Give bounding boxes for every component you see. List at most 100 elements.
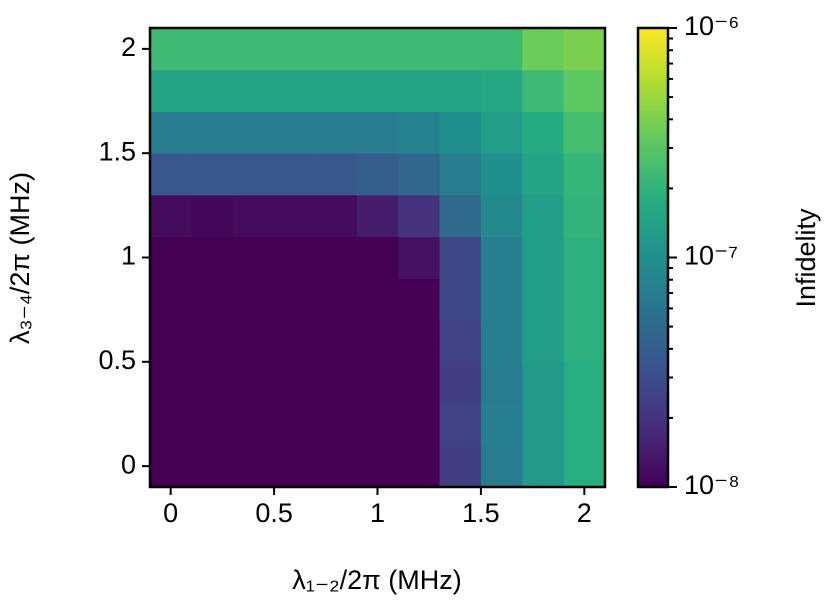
- heatmap-cell: [356, 153, 399, 196]
- heatmap-cell: [315, 69, 358, 112]
- heatmap-cell: [522, 445, 565, 488]
- heatmap-cell: [563, 69, 606, 112]
- y-axis-label: λ₃₋₄/2π (MHz): [5, 172, 35, 344]
- heatmap-cell: [563, 320, 606, 363]
- heatmap-cell: [563, 236, 606, 279]
- heatmap-cell: [232, 278, 275, 321]
- heatmap-cell: [439, 403, 482, 446]
- heatmap-cell: [315, 153, 358, 196]
- heatmap-cell: [191, 111, 234, 154]
- heatmap-cell: [398, 361, 441, 405]
- y-tick-label: 1: [121, 241, 136, 271]
- heatmap-cell: [315, 278, 358, 321]
- heatmap-cell: [232, 403, 275, 446]
- heatmap-cell: [439, 69, 482, 112]
- heatmap-cell: [315, 403, 358, 446]
- heatmap-cell: [522, 236, 565, 279]
- heatmap-cell: [274, 28, 316, 71]
- heatmap-cell: [191, 320, 234, 363]
- heatmap-cell: [563, 28, 606, 71]
- heatmap-cell: [398, 403, 441, 446]
- heatmap-cell: [439, 153, 482, 196]
- heatmap-cell: [439, 111, 482, 154]
- heatmap-cell: [150, 445, 192, 488]
- heatmap-cell: [439, 236, 482, 279]
- heatmap-cell: [274, 111, 316, 154]
- heatmap-cell: [232, 194, 275, 238]
- heatmap-cell: [315, 320, 358, 363]
- heatmap-cell: [439, 28, 482, 71]
- heatmap-cell: [150, 278, 192, 321]
- heatmap-cell: [356, 194, 399, 238]
- heatmap-cell: [315, 361, 358, 405]
- colorbar-label: Infidelity: [791, 208, 821, 308]
- heatmap-cell: [150, 111, 192, 154]
- y-tick-label: 0: [121, 449, 136, 479]
- heatmap-cell: [232, 69, 275, 112]
- heatmap-cell: [439, 320, 482, 363]
- heatmap-cell: [480, 153, 523, 196]
- heatmap-cell: [150, 28, 192, 71]
- heatmap-cell: [398, 194, 441, 238]
- colorbar-tick-label: 10⁻⁸: [684, 470, 740, 500]
- heatmap-cell: [150, 361, 192, 405]
- heatmap-cell: [480, 28, 523, 71]
- heatmap-cell: [274, 153, 316, 196]
- heatmap-cell: [274, 361, 316, 405]
- x-tick-label: 1.5: [462, 498, 500, 528]
- heatmap-cell: [274, 236, 316, 279]
- heatmap-cell: [315, 194, 358, 238]
- heatmap-cell: [150, 403, 192, 446]
- heatmap-cell: [315, 236, 358, 279]
- heatmap-cell: [150, 320, 192, 363]
- heatmap-cell: [563, 361, 606, 405]
- heatmap-cell: [356, 69, 399, 112]
- x-tick-label: 0: [163, 498, 178, 528]
- heatmap-cell: [191, 194, 234, 238]
- heatmap-cell: [232, 361, 275, 405]
- heatmap-cell: [150, 236, 192, 279]
- heatmap-cell: [274, 445, 316, 488]
- heatmap-cell: [356, 361, 399, 405]
- colorbar-tick-label: 10⁻⁶: [684, 11, 739, 41]
- heatmap-cell: [232, 111, 275, 154]
- heatmap-cell: [274, 278, 316, 321]
- heatmap-cell: [398, 28, 441, 71]
- heatmap-cell: [150, 194, 192, 238]
- heatmap-cell: [480, 111, 523, 154]
- heatmap-cell: [274, 194, 316, 238]
- heatmap-cell: [274, 403, 316, 446]
- heatmap-cell: [356, 320, 399, 363]
- heatmap-cell: [150, 69, 192, 112]
- heatmap-cell: [563, 111, 606, 154]
- heatmap-cell: [232, 320, 275, 363]
- heatmap-cell: [191, 236, 234, 279]
- heatmap-cell: [522, 28, 565, 71]
- heatmap-cell: [522, 361, 565, 405]
- heatmap-cell: [439, 361, 482, 405]
- heatmap-cell: [480, 236, 523, 279]
- heatmap-cell: [398, 445, 441, 488]
- heatmap-cell: [232, 28, 275, 71]
- heatmap-cell: [522, 320, 565, 363]
- heatmap-cell: [150, 153, 192, 196]
- heatmap-cell: [522, 278, 565, 321]
- heatmap-cell: [191, 278, 234, 321]
- heatmap-cell: [356, 278, 399, 321]
- heatmap-cell: [191, 361, 234, 405]
- colorbar: [636, 26, 670, 489]
- heatmap-cell: [563, 194, 606, 238]
- heatmap-cell: [522, 153, 565, 196]
- heatmap-cell: [356, 403, 399, 446]
- heatmap-cell: [563, 445, 606, 488]
- heatmap-cell: [480, 361, 523, 405]
- x-tick-label: 1: [370, 498, 385, 528]
- y-tick-label: 0.5: [98, 345, 136, 375]
- heatmap-cell: [232, 153, 275, 196]
- heatmap-cell: [480, 320, 523, 363]
- heatmap-cell: [439, 278, 482, 321]
- heatmap-cell: [191, 445, 234, 488]
- heatmap-cell: [480, 278, 523, 321]
- heatmap-cell: [398, 278, 441, 321]
- heatmap-cell: [315, 445, 358, 488]
